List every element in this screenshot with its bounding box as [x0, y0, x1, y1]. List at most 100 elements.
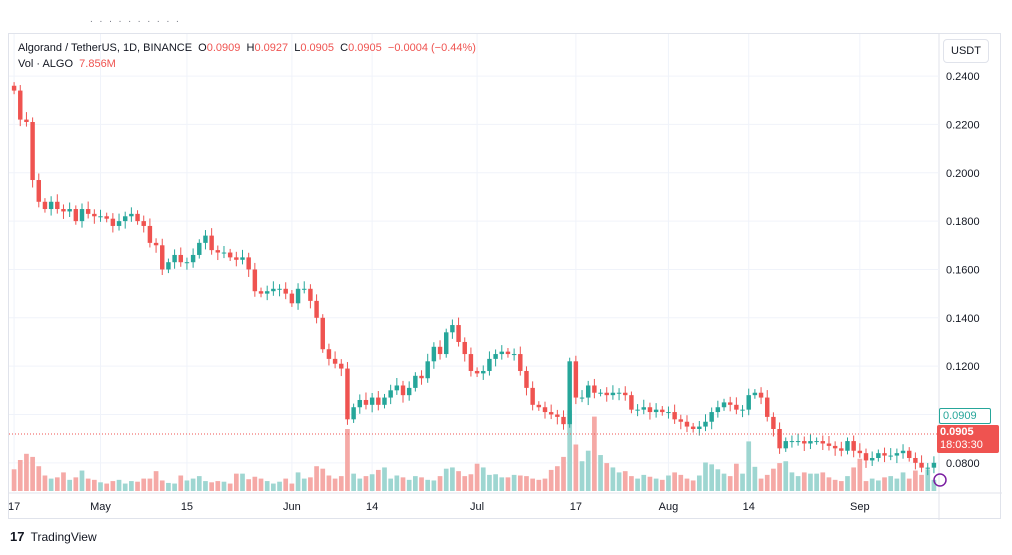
- volume-bar: [684, 478, 690, 491]
- volume-bar: [721, 473, 727, 491]
- volume-bar: [135, 481, 140, 491]
- candle-body: [98, 216, 103, 218]
- candle-body: [295, 288, 301, 304]
- candle-body: [641, 407, 646, 410]
- candle-body: [684, 421, 690, 427]
- candle-body: [135, 213, 140, 222]
- candle-body: [400, 385, 406, 396]
- chart-pane[interactable]: 0.2400 0.2200 0.2000 0.1800 0.1600 0.1400 0.12…: [8, 33, 1002, 520]
- candle-body: [419, 375, 424, 379]
- candle-body: [30, 122, 35, 181]
- volume-bar: [647, 476, 653, 491]
- candle-body: [314, 300, 319, 318]
- tradingview-logo-icon[interactable]: 17: [10, 529, 25, 544]
- brand-name[interactable]: TradingView: [30, 530, 97, 544]
- close-label: C: [340, 42, 349, 54]
- candle-body: [413, 375, 418, 388]
- volume-bar: [314, 466, 319, 491]
- candle-body: [116, 221, 122, 226]
- y-tick-label: 0.1200: [946, 361, 980, 373]
- candle-body: [690, 426, 696, 429]
- symbol-label[interactable]: Algorand / TetherUS, 1D, BINANCE: [18, 42, 193, 54]
- last-price-tag: 0.0905 18:03:30: [937, 425, 999, 453]
- candle-body: [857, 450, 863, 454]
- candle-body: [814, 441, 819, 443]
- volume-bar: [79, 470, 85, 491]
- volume-bar: [487, 474, 492, 491]
- candle-body: [153, 242, 159, 246]
- candle-body: [629, 395, 634, 410]
- candle-body: [394, 385, 400, 391]
- volume-bar: [42, 475, 48, 491]
- candle-body: [585, 385, 591, 398]
- candle-body: [431, 346, 437, 362]
- candle-body: [85, 209, 91, 214]
- volume-bar: [110, 481, 116, 491]
- candle-body: [481, 370, 486, 374]
- candle-body: [740, 409, 745, 411]
- volume-bar: [30, 456, 35, 491]
- volume-bar: [913, 470, 918, 491]
- volume-bar: [610, 467, 616, 491]
- candle-body: [623, 392, 628, 396]
- candle-body: [746, 395, 751, 410]
- volume-label[interactable]: Vol · ALGO: [18, 58, 74, 70]
- candle-body: [851, 441, 856, 451]
- candle-body: [73, 209, 79, 222]
- y-tick-label: 0.1800: [946, 216, 980, 228]
- candle-body: [511, 354, 517, 356]
- volume-bar: [159, 480, 165, 491]
- volume-bar: [431, 480, 437, 491]
- volume-bar: [851, 467, 857, 491]
- candle-body: [752, 392, 758, 396]
- volume-bar: [678, 474, 684, 491]
- candle-body: [931, 462, 937, 468]
- volume-bar: [289, 483, 295, 491]
- volume-bar: [246, 479, 252, 491]
- volume-bar: [227, 483, 233, 491]
- candle-body: [925, 467, 930, 469]
- currency-button[interactable]: USDT: [943, 39, 989, 63]
- x-tick-label: 14: [366, 501, 378, 513]
- candle-body: [839, 448, 844, 451]
- volume-bar: [752, 466, 758, 491]
- volume-bar: [524, 476, 529, 491]
- volume-bar: [876, 480, 881, 491]
- volume-bar: [548, 469, 554, 491]
- candle-body: [178, 254, 183, 263]
- candle-body: [172, 254, 177, 263]
- candle-body: [289, 293, 295, 304]
- candle-body: [919, 462, 924, 468]
- candle-body: [11, 85, 17, 91]
- candlestick-chart[interactable]: 0.2400 0.2200 0.2000 0.1800 0.1600 0.1400 0.12…: [9, 34, 1002, 520]
- candle-body: [635, 409, 640, 411]
- y-tick-label: 0.1400: [946, 313, 980, 325]
- candle-body: [320, 317, 325, 350]
- y-tick-label: 0.2400: [946, 71, 980, 83]
- candle-body: [474, 370, 480, 374]
- volume-bar: [363, 476, 369, 491]
- volume-bar: [450, 467, 455, 491]
- candle-body: [869, 457, 875, 461]
- candle-body: [530, 387, 535, 405]
- low-label: L: [294, 42, 301, 54]
- volume-bar: [85, 478, 91, 491]
- volume-bar: [746, 441, 752, 491]
- volume-bar: [203, 481, 208, 491]
- volume-bar: [672, 472, 677, 491]
- volume-bar: [832, 479, 838, 491]
- volume-bar: [48, 478, 54, 491]
- volume-bar: [98, 482, 103, 491]
- volume-bar: [351, 473, 356, 491]
- ohlc-legend: Algorand / TetherUS, 1D, BINANCE O0.0909…: [18, 42, 476, 54]
- volume-bar: [629, 476, 634, 491]
- volume-bar: [814, 473, 819, 491]
- volume-bar: [91, 479, 97, 491]
- candle-body: [382, 397, 387, 405]
- candle-body: [110, 218, 116, 226]
- volume-bar: [789, 472, 795, 491]
- volume-bar: [505, 477, 511, 491]
- volume-bar: [338, 476, 344, 491]
- candle-body: [678, 419, 684, 422]
- x-tick-label: Aug: [659, 501, 679, 513]
